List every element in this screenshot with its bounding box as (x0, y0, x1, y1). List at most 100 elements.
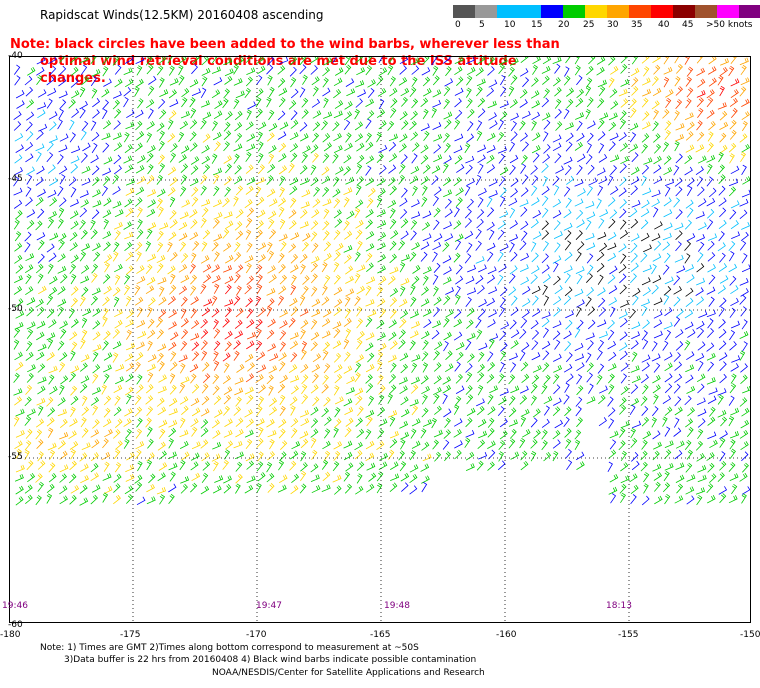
wind-barb (673, 427, 682, 437)
wind-barb (663, 197, 672, 207)
wind-barb (14, 473, 24, 482)
wind-barb (652, 463, 662, 472)
wind-barb (498, 306, 505, 317)
wind-barb (323, 97, 329, 109)
wind-barb (641, 133, 650, 143)
wind-barb (453, 145, 463, 154)
wind-barb (58, 90, 68, 99)
wind-barb (334, 418, 342, 429)
wind-barb (707, 431, 717, 440)
wind-barb (685, 264, 695, 272)
wind-barb (742, 462, 749, 473)
wind-barb (346, 88, 356, 97)
wind-barb (103, 395, 112, 406)
wind-barb (445, 287, 455, 295)
wind-barb (531, 185, 538, 196)
wind-barb (597, 79, 607, 88)
wind-barb (46, 493, 53, 504)
wind-barb (49, 385, 58, 395)
wind-barb (610, 154, 620, 163)
wind-barb (563, 156, 573, 165)
wind-barb (664, 383, 673, 394)
wind-barb (542, 274, 551, 284)
wind-barb (730, 285, 739, 295)
wind-barb (410, 230, 417, 241)
wind-barb (26, 131, 34, 141)
wind-barb (102, 473, 112, 481)
wind-barb (455, 187, 464, 196)
wind-barb (410, 131, 419, 141)
wind-barb (742, 385, 751, 394)
wind-barb (90, 219, 96, 231)
wind-barb (552, 210, 562, 219)
wind-barb (26, 166, 35, 175)
wind-barb (433, 133, 443, 142)
wind-barb (48, 135, 58, 143)
wind-barb (134, 394, 142, 405)
wind-barb (233, 252, 242, 262)
wind-barb (126, 329, 132, 340)
wind-barb (500, 86, 507, 97)
wind-barb (15, 264, 24, 274)
wind-barb (223, 362, 230, 373)
wind-barb (497, 460, 506, 471)
wind-barb (35, 176, 44, 186)
wind-barb (673, 383, 681, 394)
wind-barb (178, 56, 187, 65)
wind-barb (59, 473, 67, 483)
wind-barb (49, 275, 58, 285)
wind-barb (156, 65, 164, 76)
wind-barb (389, 218, 397, 229)
wind-barb (200, 174, 208, 185)
wind-barb (211, 295, 218, 306)
wind-barb (664, 426, 671, 437)
wind-barb (26, 111, 35, 121)
wind-barb (201, 350, 208, 361)
wind-barb (91, 287, 101, 296)
wind-barb (247, 362, 255, 372)
wind-barb (421, 407, 429, 418)
wind-barb (629, 122, 639, 131)
wind-barb (279, 405, 286, 417)
wind-barb (178, 64, 184, 76)
wind-barb (25, 273, 32, 285)
wind-barb (465, 451, 475, 461)
wind-barb (488, 286, 498, 295)
wind-barb (200, 119, 207, 130)
wind-barb (321, 296, 330, 306)
wind-barb (102, 307, 109, 319)
wind-barb (552, 330, 561, 340)
wind-barb (640, 461, 648, 472)
wind-barb (93, 251, 101, 262)
wind-barb (333, 441, 343, 450)
wind-barb (498, 176, 506, 187)
wind-barb (742, 341, 748, 352)
wind-barb (278, 418, 287, 428)
wind-barb (420, 251, 428, 262)
wind-barb (388, 410, 398, 418)
wind-barb (619, 350, 628, 361)
wind-barb (57, 440, 66, 450)
wind-barb (14, 231, 22, 242)
wind-barb (103, 156, 113, 165)
wind-barb (467, 264, 477, 273)
wind-barb (443, 295, 451, 306)
wind-barb (47, 442, 57, 451)
wind-barb (343, 220, 350, 231)
wind-barb (355, 395, 363, 406)
wind-barb (489, 120, 498, 129)
wind-barb (398, 450, 405, 461)
wind-barb (233, 64, 239, 75)
wind-barb (80, 229, 88, 240)
wind-barb (235, 473, 243, 484)
wind-barb (211, 419, 220, 429)
wind-barb (223, 429, 233, 438)
wind-barb (70, 66, 79, 77)
wind-barb (81, 442, 91, 450)
wind-barb (389, 76, 396, 87)
wind-barb (26, 328, 34, 340)
wind-barb (278, 165, 288, 175)
wind-barb (387, 120, 395, 131)
wind-barb (125, 187, 135, 196)
wind-barb (618, 132, 627, 142)
